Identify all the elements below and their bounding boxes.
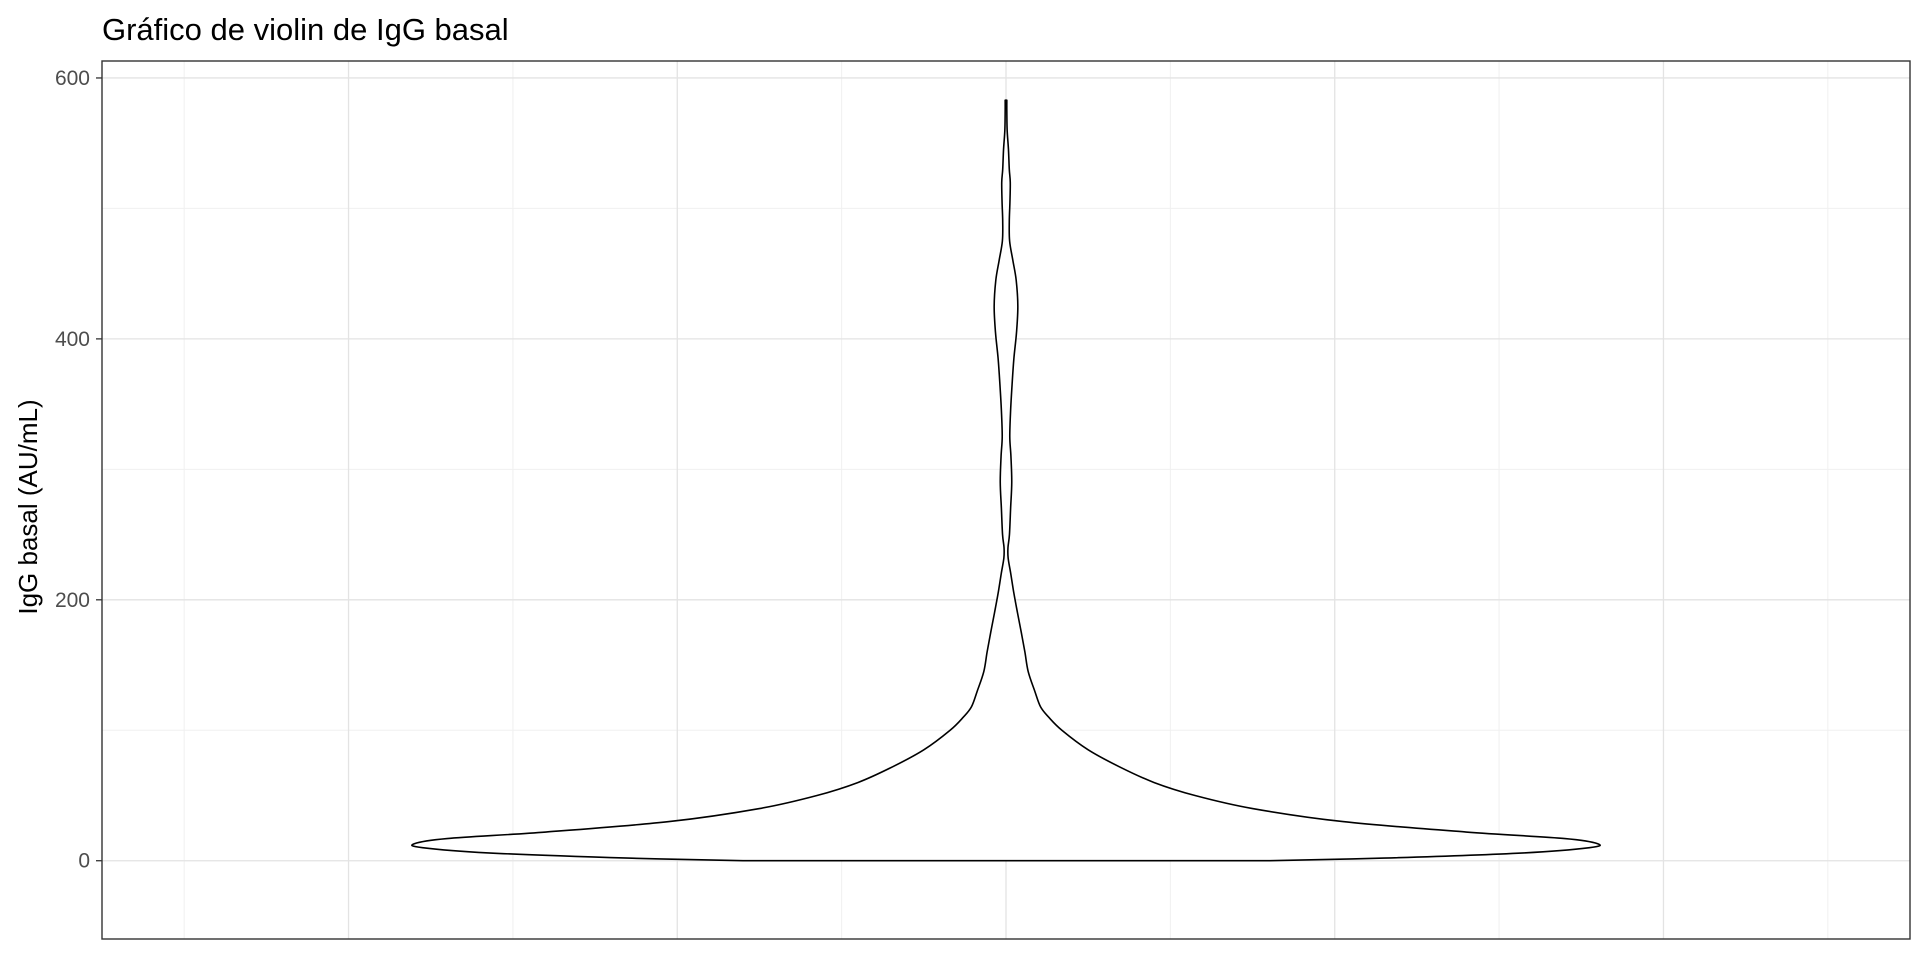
y-axis-label: IgG basal (AU/mL) [13,399,43,614]
y-tick-label: 400 [55,328,90,351]
y-axis: 0 200 400 600 [55,67,102,873]
y-tick-label: 200 [55,589,90,612]
violin-layer [411,99,1601,862]
panel-border [101,60,1911,940]
grid-lines [102,61,1910,939]
violin-shape [411,99,1601,862]
chart-title: Gráfico de violin de IgG basal [102,12,509,47]
y-tick-label: 0 [78,850,90,873]
y-tick-label: 600 [55,67,90,90]
